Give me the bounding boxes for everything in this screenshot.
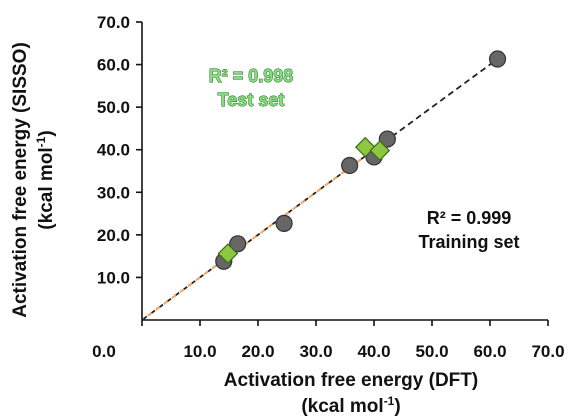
test-point	[369, 140, 391, 161]
y-tick-label: 40.0	[97, 141, 130, 160]
training-point	[488, 50, 507, 68]
x-axis-title: Activation free energy (DFT)	[224, 370, 478, 391]
y-tick-label: 60.0	[97, 56, 130, 75]
training-point	[229, 235, 247, 253]
y-tick-label: 50.0	[97, 98, 130, 117]
test-set-r2-label: R² = 0.998	[209, 66, 294, 86]
x-tick-label: 0.0	[92, 342, 116, 361]
x-tick-label: 40.0	[357, 342, 390, 361]
x-tick-label: 50.0	[415, 342, 448, 361]
y-tick-label: 10.0	[97, 268, 130, 287]
x-axis-unit: (kcal mol-1)	[301, 394, 400, 417]
x-tick-label: 60.0	[473, 342, 506, 361]
x-axis-ticks: 0.0 10.0 20.0 30.0 40.0 50.0 60.0 70.0	[92, 320, 565, 361]
test-set-label: Test set	[218, 90, 285, 110]
y-axis-ticks: 10.0 20.0 30.0 40.0 50.0 60.0 70.0	[97, 13, 142, 287]
training-point	[341, 156, 359, 175]
test-fit-line	[141, 142, 384, 321]
x-tick-label: 30.0	[299, 342, 332, 361]
y-tick-label: 20.0	[97, 226, 130, 245]
x-tick-label: 20.0	[241, 342, 274, 361]
y-axis-title: Activation free energy (SISSO)	[10, 42, 31, 318]
y-tick-label: 30.0	[97, 183, 130, 202]
training-point	[378, 130, 396, 148]
training-set-label: Training set	[418, 232, 519, 252]
fit-lines	[141, 57, 500, 321]
data-points	[215, 50, 507, 270]
training-set-r2-label: R² = 0.999	[427, 208, 512, 228]
x-tick-label: 10.0	[183, 342, 216, 361]
y-tick-label: 70.0	[97, 13, 130, 32]
test-point	[354, 136, 376, 158]
x-tick-label: 70.0	[531, 342, 564, 361]
training-point	[275, 214, 293, 232]
test-point	[217, 243, 239, 264]
y-axis-unit: (kcal mol-1)	[34, 130, 57, 229]
